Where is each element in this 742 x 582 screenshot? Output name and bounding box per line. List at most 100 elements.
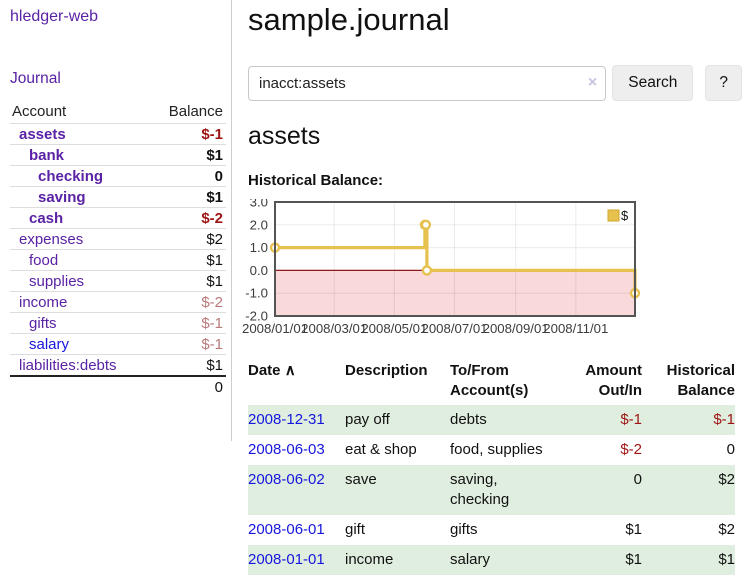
chart-y-tick-label: -2.0 [245, 309, 268, 324]
transaction-balance: 0 [726, 441, 735, 458]
transaction-accounts: salary [450, 551, 491, 568]
account-balance: $-1 [148, 312, 226, 334]
account-balance: $-1 [148, 123, 226, 145]
transaction-accounts: saving, checking [450, 471, 510, 508]
register-column-header: Description [345, 362, 428, 379]
transaction-date-cell: 2008-12-31 [248, 405, 345, 435]
account-column-header: Account [10, 101, 149, 124]
transaction-balance: $-1 [713, 411, 735, 428]
account-link[interactable]: salary [29, 336, 70, 353]
chart-x-tick-label: 2008/01/01 [242, 321, 308, 336]
transaction-amount: $-1 [620, 411, 642, 428]
account-title: assets [248, 122, 321, 150]
transaction-amount: 0 [633, 471, 642, 488]
account-row: saving $1 [10, 186, 226, 208]
register-row: 2008-06-01 gift gifts $1 $2 [248, 515, 735, 545]
register-row: 2008-06-03 eat & shop food, supplies $-2 0 [248, 435, 735, 465]
chart-plot-border [274, 201, 636, 317]
account-link[interactable]: cash [29, 210, 64, 227]
account-row: supplies $1 [10, 270, 226, 292]
chart-y-tick-label: 3.0 [250, 199, 268, 210]
account-row: bank $1 [10, 144, 226, 166]
total-balance: 0 [148, 375, 226, 398]
transaction-date-link[interactable]: 2008-06-03 [248, 441, 325, 458]
transaction-date-cell: 2008-06-02 [248, 465, 345, 515]
account-balance: $1 [148, 270, 226, 292]
account-balance: $-2 [148, 291, 226, 313]
transaction-balance: $1 [718, 551, 735, 568]
transaction-description: income [345, 551, 394, 568]
chart-y-tick-label: -1.0 [245, 286, 268, 301]
account-link[interactable]: assets [19, 126, 66, 143]
account-balance: $1 [148, 186, 226, 208]
account-row: food $1 [10, 249, 226, 271]
account-balance: $1 [148, 354, 226, 377]
chart-y-tick-label: 1.0 [250, 240, 268, 255]
brand-link[interactable]: hledger-web [10, 8, 99, 25]
chart-x-tick-label: 2008/03/01 [301, 321, 367, 336]
transaction-date-link[interactable]: 2008-06-02 [248, 471, 325, 488]
account-balance: $-2 [148, 207, 226, 229]
chart-x-tick-label: 2008/09/01 [483, 321, 549, 336]
transaction-balance: $2 [718, 471, 735, 488]
account-link[interactable]: liabilities:debts [19, 357, 117, 374]
transaction-amount: $1 [625, 521, 642, 538]
account-balance: 0 [148, 165, 226, 187]
account-link[interactable]: income [19, 294, 68, 311]
account-link[interactable]: expenses [19, 231, 84, 248]
account-link[interactable]: saving [38, 189, 86, 206]
help-button[interactable]: ? [705, 65, 742, 101]
account-link[interactable]: checking [38, 168, 104, 185]
transaction-description: eat & shop [345, 441, 417, 458]
register-column-header: Historical Balance [666, 362, 735, 399]
search-input[interactable] [248, 65, 607, 101]
register-row: 2008-12-31 pay off debts $-1 $-1 [248, 405, 735, 435]
transaction-date-cell: 2008-01-01 [248, 545, 345, 575]
account-row: gifts $-1 [10, 312, 226, 334]
page-title: sample.journal [248, 2, 450, 37]
balance-column-header: Balance [148, 101, 226, 124]
chart-title: Historical Balance: [248, 172, 384, 189]
sort-ascending-icon[interactable]: ∧ [284, 362, 296, 379]
transaction-date-link[interactable]: 2008-01-01 [248, 551, 325, 568]
account-balance: $-1 [148, 333, 226, 355]
transaction-date-cell: 2008-06-03 [248, 435, 345, 465]
transaction-date-link[interactable]: 2008-12-31 [248, 411, 325, 428]
chart-data-point [420, 219, 432, 230]
total-spacer [10, 375, 149, 398]
historical-balance-chart: $3.0 2.0 1.0 0.0 -1.0 -2.02008/01/012008/03/0… [242, 199, 641, 336]
account-link[interactable]: bank [29, 147, 65, 164]
register-header-row: Date ∧ Description To/From Account(s) Amoun… [248, 358, 735, 405]
transaction-date-link[interactable]: 2008-06-01 [248, 521, 325, 538]
register-table: Date ∧ Description To/From Account(s) Amoun… [248, 358, 735, 575]
transaction-accounts: gifts [450, 521, 478, 538]
chart-x-tick-label: 2008/05/01 [361, 321, 427, 336]
account-balance: $1 [148, 249, 226, 271]
clear-search-icon[interactable]: × [587, 73, 598, 91]
register-column-header: Amount Out/In [585, 362, 642, 399]
account-row: assets $-1 [10, 123, 226, 145]
sidebar-item-journal[interactable]: Journal [10, 70, 61, 87]
account-row: salary $-1 [10, 333, 226, 355]
chart-legend-label: $ [621, 208, 629, 223]
register-column-header: To/From Account(s) [450, 362, 529, 399]
account-link[interactable]: gifts [29, 315, 57, 332]
transaction-description: pay off [345, 411, 390, 428]
chart-legend-swatch [607, 209, 620, 222]
main-content: sample.journal × Search ? assets Histori… [242, 0, 742, 575]
transaction-accounts: debts [450, 411, 487, 428]
account-link[interactable]: food [29, 252, 59, 269]
account-balance: $2 [148, 228, 226, 250]
account-balance: $1 [148, 144, 226, 166]
search-button[interactable]: Search [612, 65, 694, 101]
register-row: 2008-01-01 income salary $1 $1 [248, 545, 735, 575]
sidebar: hledger-web Journal Account Balance asse… [0, 0, 232, 441]
chart-y-tick-label: 0.0 [250, 263, 268, 278]
chart-x-tick-label: 2008/11/01 [543, 321, 608, 336]
balance-total-row: 0 [10, 375, 226, 398]
chart-y-tick-label: 2.0 [250, 217, 268, 232]
account-link[interactable]: supplies [29, 273, 85, 290]
register-column-header[interactable]: Date ∧ [248, 362, 296, 379]
balance-table-header-row: Account Balance [10, 101, 226, 124]
transaction-amount: $-2 [620, 441, 642, 458]
